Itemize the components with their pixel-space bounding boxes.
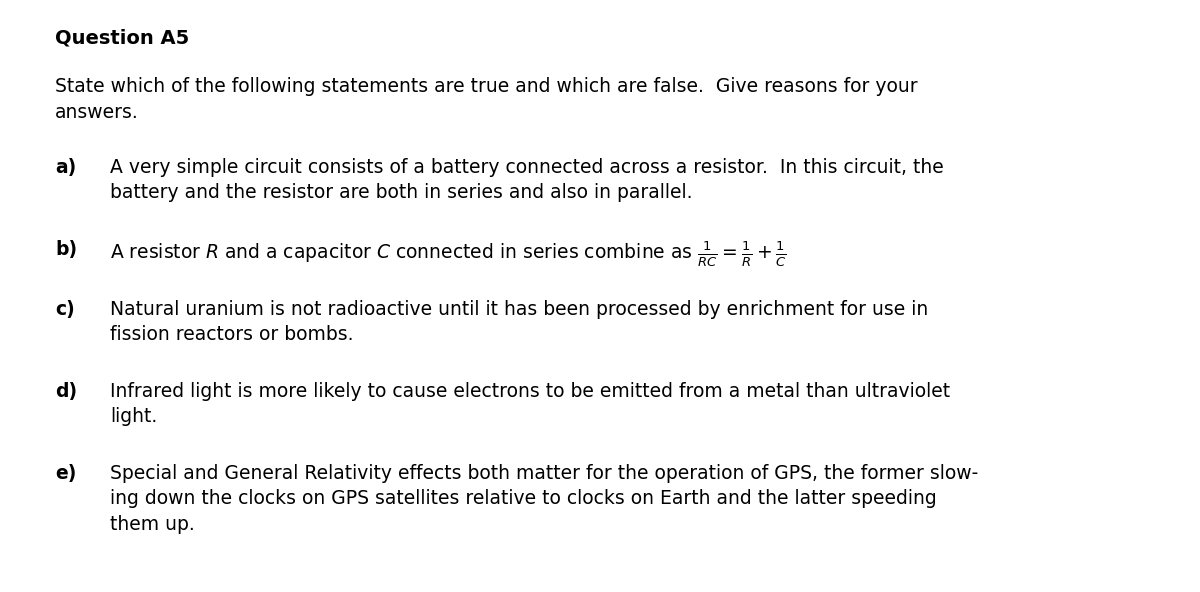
Text: b): b) [55,240,77,259]
Text: d): d) [55,382,77,401]
Text: Infrared light is more likely to cause electrons to be emitted from a metal than: Infrared light is more likely to cause e… [110,382,950,426]
Text: A very simple circuit consists of a battery connected across a resistor.  In thi: A very simple circuit consists of a batt… [110,157,943,202]
Text: a): a) [55,157,77,176]
Text: c): c) [55,300,74,318]
Text: Natural uranium is not radioactive until it has been processed by enrichment for: Natural uranium is not radioactive until… [110,300,929,345]
Text: A resistor $\mathit{R}$ and a capacitor $\mathit{C}$ connected in series combine: A resistor $\mathit{R}$ and a capacitor … [110,240,787,269]
Text: State which of the following statements are true and which are false.  Give reas: State which of the following statements … [55,78,918,123]
Text: e): e) [55,464,77,482]
Text: Special and General Relativity effects both matter for the operation of GPS, the: Special and General Relativity effects b… [110,464,978,534]
Text: Question A5: Question A5 [55,28,190,47]
